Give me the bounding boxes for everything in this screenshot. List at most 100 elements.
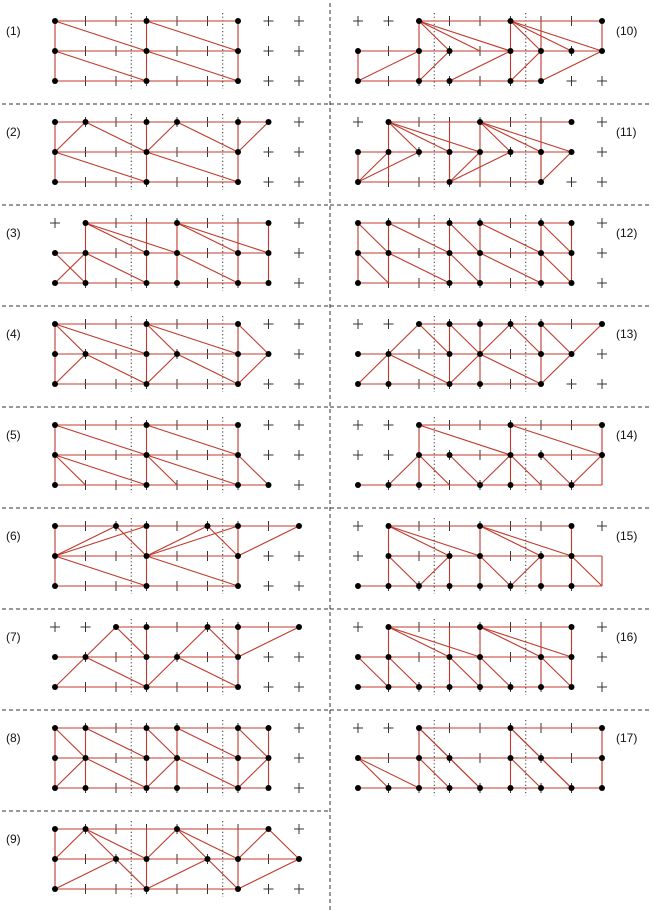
diagonal-edge [540, 50, 603, 82]
diagonal-edge [54, 727, 86, 759]
lattice-node [599, 452, 605, 458]
lattice-node [446, 179, 453, 185]
diagonal-edge [237, 323, 269, 355]
diagonal-edge [540, 656, 572, 688]
lattice-node [416, 78, 422, 84]
lattice-node [52, 785, 58, 791]
panel-6: (6) [6, 518, 304, 594]
lattice-node [52, 18, 58, 24]
panel-11: (11) [353, 114, 636, 190]
lattice-node [265, 482, 272, 488]
diagonal-edge [54, 121, 86, 153]
diagonal-edge [176, 121, 239, 153]
diagonal-edge [176, 626, 208, 658]
lattice-node [416, 452, 422, 458]
lattice-node [174, 826, 180, 832]
lattice-node [538, 321, 544, 327]
diagonal-edge [540, 323, 572, 355]
lattice-node [235, 553, 241, 559]
diagonal-edge [479, 555, 511, 587]
diagonal-edge [237, 454, 269, 486]
lattice-node [477, 321, 483, 327]
lattice-node [538, 381, 544, 387]
lattice-node [599, 422, 605, 428]
lattice-node [174, 785, 180, 791]
lattice-node [507, 18, 514, 24]
lattice-node [52, 179, 58, 185]
lattice-node [477, 119, 483, 125]
lattice-node [416, 755, 422, 761]
lattice-node [82, 220, 89, 226]
diagonal-edge [207, 858, 239, 890]
diagonal-edge [357, 50, 420, 82]
diagonal-edge [85, 252, 147, 284]
diagonal-edge [388, 626, 450, 658]
diagonal-edge [176, 656, 239, 688]
lattice-node [446, 48, 453, 54]
lattice-node [355, 755, 361, 761]
lattice-node [204, 523, 211, 529]
lattice-node [568, 583, 575, 589]
diagonal-edge [418, 20, 511, 52]
diagonal-edge [207, 525, 239, 557]
lattice-node [416, 149, 422, 155]
diagonal-edge [237, 727, 269, 759]
lattice-node [265, 351, 272, 357]
diagonal-edge [146, 525, 239, 557]
lattice-node [538, 250, 544, 256]
lattice-node [385, 220, 392, 226]
lattice-node [82, 654, 89, 660]
diagonal-edge [146, 323, 239, 355]
diagonal-edge [418, 20, 481, 52]
lattice-node [52, 351, 58, 357]
diagonal-edge [388, 121, 481, 153]
lattice-node [235, 351, 241, 357]
lattice-node [82, 351, 89, 357]
lattice-node [235, 886, 241, 892]
lattice-node [355, 654, 361, 660]
lattice-node [143, 523, 150, 529]
lattice-node [52, 583, 58, 589]
lattice-node [446, 785, 453, 791]
diagonal-edge [388, 555, 420, 587]
lattice-node [82, 119, 89, 125]
diagonal-edge [146, 121, 178, 153]
diagonal-edge [388, 222, 450, 254]
panel-label: (3) [6, 226, 21, 240]
diagonal-edge [540, 454, 572, 486]
lattice-node [416, 48, 422, 54]
lattice-node [477, 654, 483, 660]
lattice-node [477, 583, 483, 589]
diagonal-edge [54, 353, 86, 385]
diagonal-edge [418, 323, 450, 355]
diagonal-edge [237, 858, 300, 890]
lattice-node [538, 785, 544, 791]
diagonal-edge [357, 151, 420, 183]
lattice-node [235, 179, 241, 185]
lattice-node [265, 280, 272, 286]
diagonal-edge [540, 151, 572, 183]
diagonal-edge [388, 252, 450, 284]
lattice-node [235, 78, 241, 84]
panel-label: (7) [6, 630, 21, 644]
lattice-node [507, 321, 514, 327]
lattice-node [52, 725, 58, 731]
lattice-node [174, 351, 180, 357]
diagonal-edge [146, 454, 178, 486]
diagonal-edge [146, 151, 239, 183]
lattice-node [538, 220, 544, 226]
diagonal-edge [510, 20, 572, 52]
lattice-node [265, 755, 272, 761]
lattice-node [235, 48, 241, 54]
diagonal-edge [479, 626, 572, 658]
lattice-node [265, 250, 272, 256]
lattice-node [143, 755, 150, 761]
diagonal-edge [85, 353, 147, 385]
lattice-node [355, 785, 361, 791]
panel-label: (4) [6, 327, 21, 341]
lattice-node [174, 725, 180, 731]
lattice-node [235, 725, 241, 731]
lattice-node [143, 351, 150, 357]
lattice-node [355, 179, 361, 185]
diagonal-edge [54, 151, 147, 183]
